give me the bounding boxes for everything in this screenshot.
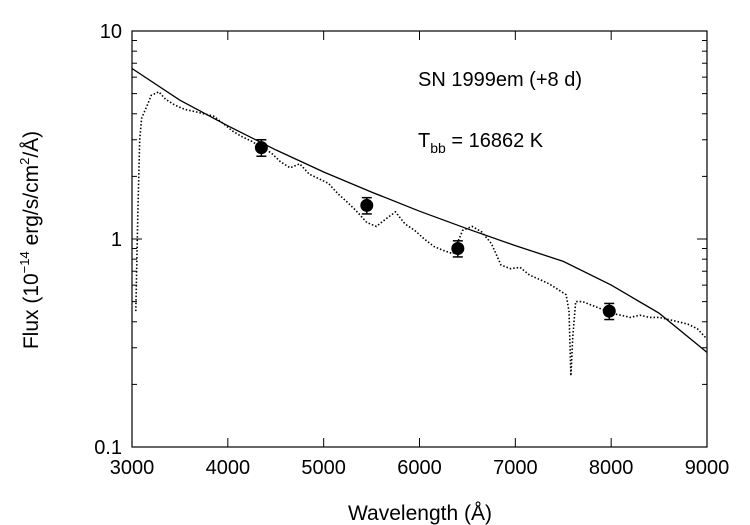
annotation-tbb-subscript: bb — [430, 140, 446, 156]
x-tick-label: 3000 — [110, 457, 155, 479]
x-tick-label: 5000 — [301, 457, 346, 479]
x-tick-label: 8000 — [589, 457, 634, 479]
y-axis-title-suffix: /Å) — [20, 131, 43, 158]
x-axis-title: Wavelength (Å) — [348, 502, 492, 525]
x-tick-label: 7000 — [493, 457, 538, 479]
photometry-point — [602, 304, 616, 318]
y-axis-title-prefix: Flux (10 — [20, 273, 43, 349]
annotation-tbb-symbol: T — [418, 130, 430, 152]
y-axis-title: Flux (10−14 erg/s/cm2/Å) — [17, 131, 43, 349]
y-tick-label: 0.1 — [94, 437, 122, 459]
blackbody-fit-line — [131, 67, 708, 353]
y-axis-title-exponent-2: 2 — [17, 158, 32, 165]
annotation-tbb: Tbb = 16862 K — [418, 130, 544, 156]
x-tick-label: 6000 — [397, 457, 442, 479]
series-layer — [131, 67, 708, 376]
photometry-point — [360, 198, 374, 212]
x-tick-label: 4000 — [206, 457, 251, 479]
y-axis-title-exponent: −14 — [17, 251, 32, 273]
annotation-tbb-value: = 16862 K — [446, 130, 544, 152]
x-tick-label: 9000 — [685, 457, 730, 479]
annotation-sn-name: SN 1999em (+8 d) — [418, 69, 582, 91]
y-axis-title-units: erg/s/cm — [20, 165, 43, 251]
y-tick-label: 10 — [100, 21, 122, 43]
photometry-point — [451, 242, 465, 256]
y-tick-label: 1 — [111, 229, 122, 251]
tick-labels: 3000 4000 5000 6000 7000 8000 9000 0.1 1 10 — [94, 21, 729, 479]
plot-frame — [131, 30, 708, 448]
photometry-point — [254, 141, 268, 155]
